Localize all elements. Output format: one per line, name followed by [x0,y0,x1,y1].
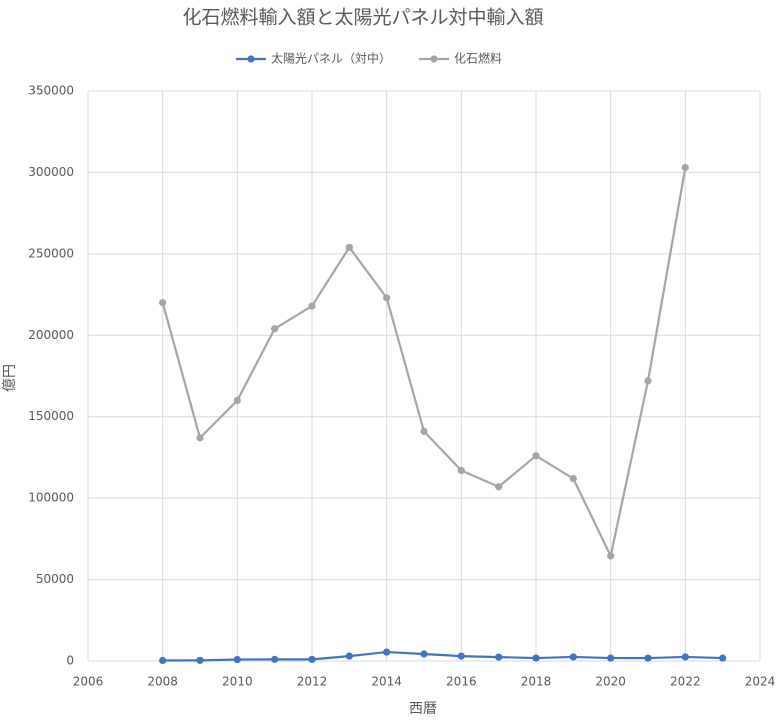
x-tick-label: 2018 [521,675,552,689]
point [420,650,428,658]
point [495,653,503,661]
x-tick-label: 2012 [297,675,328,689]
x-tick-label: 2022 [670,675,701,689]
point [345,652,353,660]
point [196,434,204,442]
point [644,654,652,662]
point [495,483,503,491]
point [569,653,577,661]
x-tick-label: 2010 [222,675,253,689]
point [271,655,279,663]
point [420,427,428,435]
point [607,654,615,662]
point [681,163,689,172]
chart-title: 化石燃料輸入額と太陽光パネル対中輸入額 [182,7,543,29]
point [532,452,540,460]
point [607,552,615,560]
y-tick-label: 350000 [28,84,74,98]
y-tick-label: 0 [66,654,74,668]
point [383,648,391,656]
point [532,654,540,662]
point [569,475,577,483]
x-tick-label: 2008 [147,675,178,689]
point [308,302,316,310]
point [457,652,465,660]
point [271,325,279,333]
x-tick-label: 2024 [745,675,776,689]
point [457,466,465,475]
legend-label: 化石燃料 [454,51,502,66]
x-tick-label: 2020 [595,675,626,689]
point [681,653,689,661]
point [719,654,727,662]
point [196,656,204,664]
y-axis-label: 億円 [2,364,18,392]
legend-marker [430,55,438,63]
x-tick-label: 2014 [371,675,402,689]
x-tick-label: 2016 [446,675,477,689]
y-tick-label: 50000 [36,572,74,586]
point [383,294,391,302]
y-tick-label: 150000 [28,409,74,423]
y-tick-label: 100000 [28,491,74,505]
legend-marker [247,55,255,63]
point [233,655,241,664]
x-tick-label: 2006 [73,675,104,689]
series-line [162,650,723,662]
point [644,377,652,385]
y-tick-label: 200000 [28,328,74,342]
y-tick-label: 250000 [28,246,74,260]
point [345,243,353,251]
y-tick-label: 300000 [28,165,74,179]
point [308,655,316,663]
point [159,299,167,307]
x-axis-label: 西暦 [409,701,437,717]
point [159,656,167,665]
point [233,396,241,405]
legend-label: 太陽光パネル（対中） [271,51,391,66]
